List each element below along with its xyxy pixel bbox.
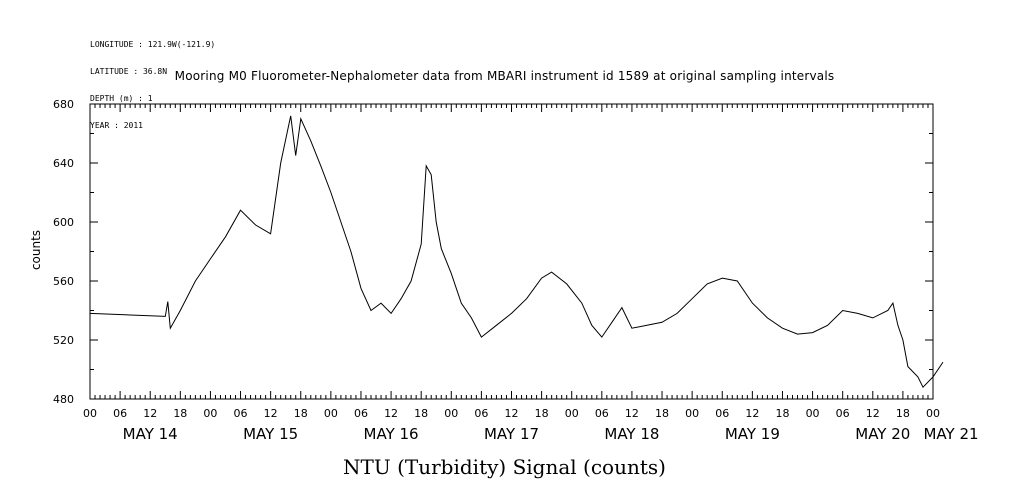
plot-frame bbox=[89, 103, 934, 400]
x-tick-label: 18 bbox=[294, 407, 308, 420]
label-layer: 00 06 12 18 00 06 12 18 00 06 12 18 00 06 12 18 00 06 12 18… bbox=[53, 98, 979, 443]
metadata-block: LONGITUDE : 121.9W(-121.9) LATITUDE : 36… bbox=[90, 22, 215, 139]
x-tick-label: 06 bbox=[595, 407, 609, 420]
x-tick-label: 06 bbox=[836, 407, 850, 420]
x-day-label: MAY 16 bbox=[364, 425, 419, 443]
longitude-text: LONGITUDE : 121.9W(-121.9) bbox=[90, 40, 216, 49]
y-tick-label: 680 bbox=[53, 98, 74, 111]
x-tick-label: 12 bbox=[264, 407, 278, 420]
x-tick-label: 18 bbox=[655, 407, 669, 420]
x-tick-label: 00 bbox=[324, 407, 338, 420]
x-tick-label: 06 bbox=[474, 407, 488, 420]
x-tick-label: 18 bbox=[173, 407, 187, 420]
x-tick-label: 12 bbox=[625, 407, 639, 420]
x-day-label: MAY 15 bbox=[243, 425, 298, 443]
y-tick-label: 640 bbox=[53, 157, 74, 170]
tick-layer bbox=[89, 103, 934, 400]
x-tick-label: 12 bbox=[143, 407, 157, 420]
y-tick-label: 480 bbox=[53, 393, 74, 406]
x-tick-label: 18 bbox=[896, 407, 910, 420]
x-day-label: MAY 18 bbox=[604, 425, 659, 443]
latitude-text: LATITUDE : 36.8N bbox=[90, 67, 168, 76]
x-tick-label: 00 bbox=[806, 407, 820, 420]
x-tick-label: 00 bbox=[685, 407, 699, 420]
x-day-label: MAY 20 bbox=[855, 425, 910, 443]
series-line bbox=[89, 115, 944, 389]
x-tick-label: 00 bbox=[444, 407, 458, 420]
x-tick-label: 12 bbox=[866, 407, 880, 420]
x-tick-label: 00 bbox=[203, 407, 217, 420]
x-tick-label: 12 bbox=[505, 407, 519, 420]
x-day-label: MAY 21 bbox=[923, 425, 978, 443]
x-tick-label: 00 bbox=[83, 407, 97, 420]
year-text: YEAR : 2011 bbox=[90, 121, 143, 130]
depth-text: DEPTH (m) : 1 bbox=[90, 94, 153, 103]
x-tick-label: 06 bbox=[715, 407, 729, 420]
y-axis-label: counts bbox=[29, 230, 43, 270]
x-day-label: MAY 17 bbox=[484, 425, 539, 443]
x-tick-label: 18 bbox=[535, 407, 549, 420]
chart-title: Mooring M0 Fluorometer-Nephalometer data… bbox=[174, 69, 835, 83]
y-tick-label: 600 bbox=[53, 216, 74, 229]
y-tick-label: 520 bbox=[53, 334, 74, 347]
footer-label: NTU (Turbidity) Signal (counts) bbox=[343, 455, 666, 479]
x-day-label: MAY 19 bbox=[725, 425, 780, 443]
x-day-label: MAY 14 bbox=[123, 425, 178, 443]
x-tick-label: 12 bbox=[384, 407, 398, 420]
x-tick-label: 06 bbox=[354, 407, 368, 420]
x-tick-label: 12 bbox=[745, 407, 759, 420]
x-tick-label: 18 bbox=[775, 407, 789, 420]
x-tick-label: 06 bbox=[113, 407, 127, 420]
x-tick-label: 00 bbox=[926, 407, 940, 420]
y-tick-label: 560 bbox=[53, 275, 74, 288]
x-tick-label: 18 bbox=[414, 407, 428, 420]
x-tick-label: 00 bbox=[565, 407, 579, 420]
x-tick-label: 06 bbox=[234, 407, 248, 420]
